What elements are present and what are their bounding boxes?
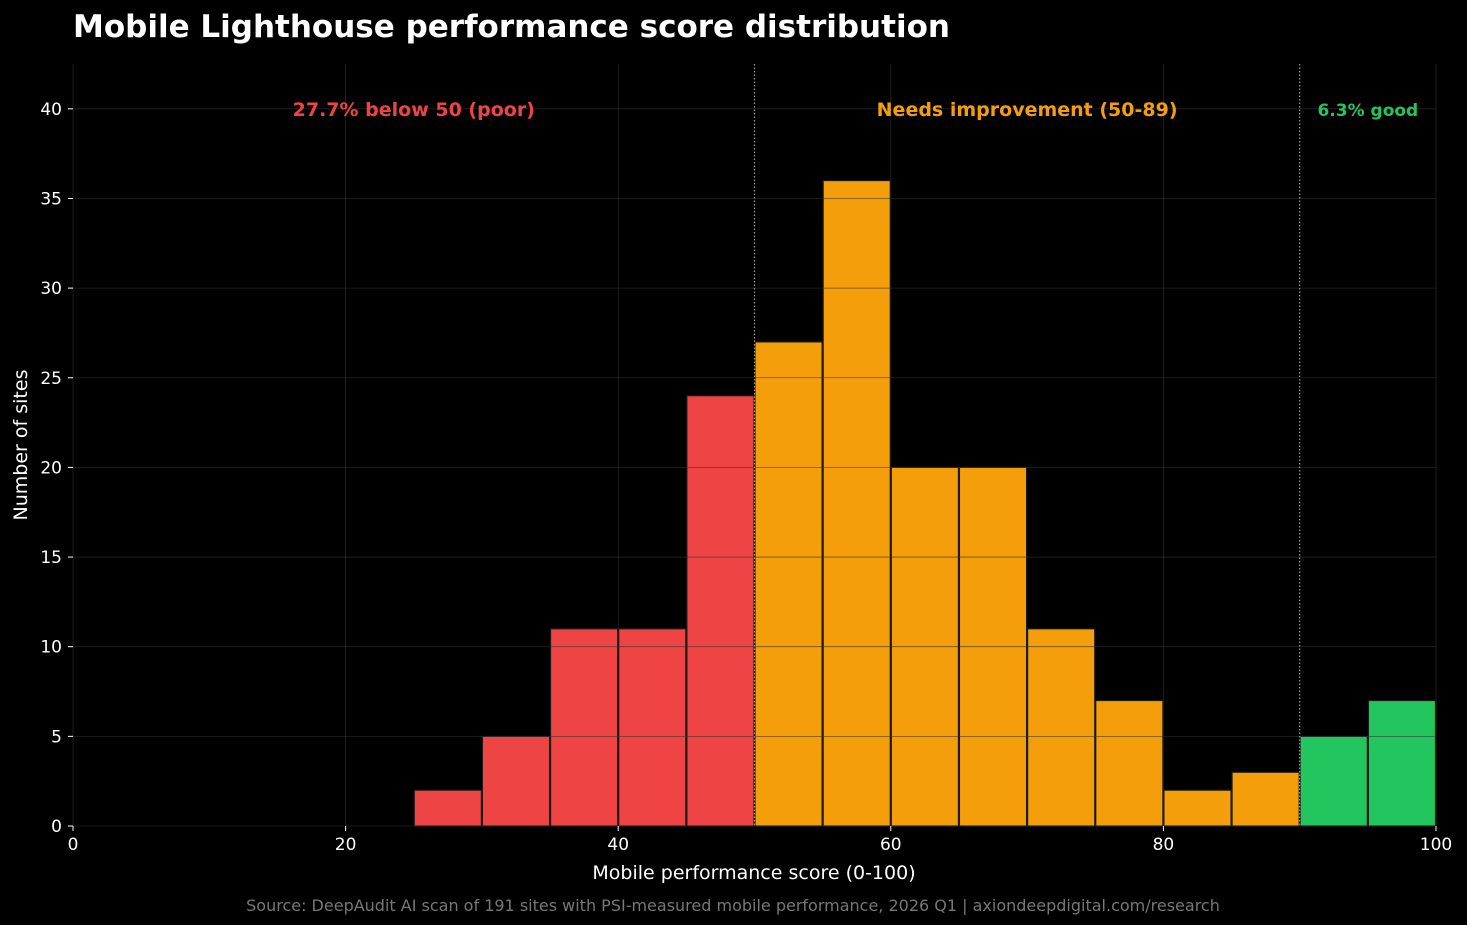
x-tick-label: 100 <box>1420 835 1452 855</box>
y-tick-label: 10 <box>40 638 62 658</box>
annotation-poor: 27.7% below 50 (poor) <box>293 99 535 121</box>
histogram-bar <box>1163 789 1232 827</box>
annotation-needs: Needs improvement (50-89) <box>877 99 1178 121</box>
x-tick-label: 20 <box>335 835 357 855</box>
y-tick-label: 35 <box>40 189 62 209</box>
histogram-bar <box>549 628 619 827</box>
y-tick-label: 30 <box>40 279 62 299</box>
x-tick-label: 40 <box>607 835 629 855</box>
x-axis-label: Mobile performance score (0-100) <box>592 862 915 884</box>
histogram-bar <box>686 395 755 827</box>
histogram-bar <box>754 341 823 827</box>
y-tick-label: 0 <box>51 817 62 837</box>
histogram-bar <box>1299 735 1368 827</box>
y-tick-label: 15 <box>40 548 62 568</box>
histogram-bar <box>618 628 687 827</box>
histogram-bar <box>481 735 551 827</box>
chart-title: Mobile Lighthouse performance score dist… <box>73 9 950 45</box>
histogram-bar <box>413 789 483 827</box>
x-tick-label: 0 <box>68 835 79 855</box>
y-tick-label: 20 <box>40 458 62 478</box>
annotation-good: 6.3% good <box>1317 101 1418 121</box>
histogram-bar <box>1095 699 1164 827</box>
y-tick-label: 25 <box>40 369 62 389</box>
histogram-bar <box>1367 699 1437 827</box>
y-tick-label: 5 <box>51 727 62 747</box>
y-tick-label: 40 <box>40 100 62 120</box>
histogram-bar <box>1231 771 1300 827</box>
y-axis-label: Number of sites <box>10 370 32 521</box>
x-tick-label: 80 <box>1153 835 1175 855</box>
source-note: Source: DeepAudit AI scan of 191 sites w… <box>246 896 1220 915</box>
histogram-bar <box>1026 628 1096 827</box>
histogram-bar <box>822 179 891 827</box>
x-tick-label: 60 <box>880 835 902 855</box>
